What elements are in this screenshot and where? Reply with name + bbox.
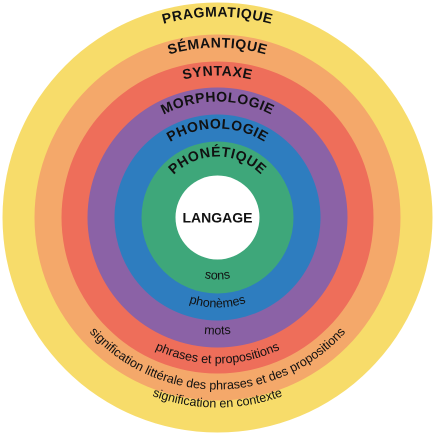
core-label: LANGAGE	[183, 210, 253, 226]
ring-title-pragmatique: PRAGMATIQUE	[160, 3, 275, 26]
ring-title-syntaxe: SYNTAXE	[181, 62, 254, 82]
core-circle	[175, 175, 260, 260]
ring-title-semantique: SÉMANTIQUE	[166, 34, 270, 57]
ring-description-phonetique: sons	[204, 267, 231, 282]
ring-description-morphologie: mots	[204, 323, 232, 338]
ring-description-phonologie: phonèmes	[188, 292, 247, 310]
